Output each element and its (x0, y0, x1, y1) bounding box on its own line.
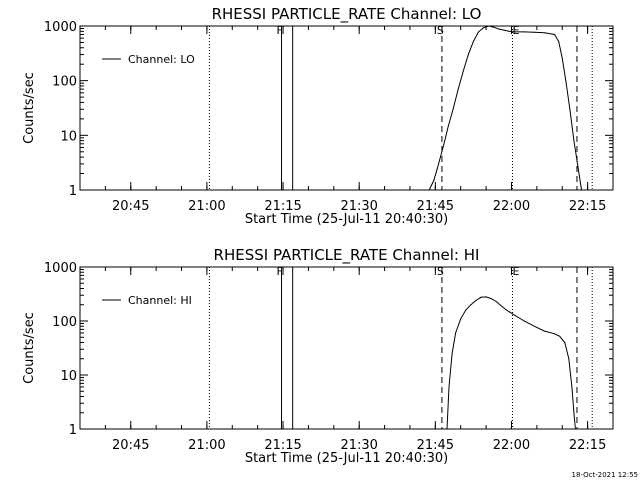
x-tick-label: 21:00 (188, 199, 225, 214)
marker-label: F (277, 24, 283, 37)
data-point (523, 31, 525, 33)
data-point (470, 304, 472, 306)
marker-label: S (437, 265, 444, 278)
chart-title: RHESSI PARTICLE_RATE Channel: HI (214, 246, 480, 265)
data-point (475, 299, 477, 301)
data-point (503, 29, 505, 31)
x-tick-label: 21:15 (264, 438, 301, 453)
data-point (439, 156, 441, 158)
data-point (573, 140, 575, 142)
data-point (533, 325, 535, 327)
data-point (543, 32, 545, 34)
x-axis-label: Start Time (25-Jul-11 20:40:30) (245, 451, 448, 466)
panel-hi: RHESSI PARTICLE_RATE Channel: HI Counts/s… (22, 246, 614, 466)
x-tick-label: 22:00 (493, 199, 530, 214)
data-point (457, 88, 459, 90)
data-point (559, 335, 561, 337)
data-point (543, 330, 545, 332)
x-tick-label: 21:00 (188, 438, 225, 453)
data-point (495, 300, 497, 302)
data-point (513, 314, 515, 316)
data-point (483, 27, 485, 29)
marker-label: E (512, 265, 519, 278)
data-point (578, 173, 580, 175)
x-tick-label: 21:45 (417, 438, 454, 453)
data-point (493, 26, 495, 28)
data-point (561, 57, 563, 59)
data-point (498, 28, 500, 30)
data-point (436, 167, 438, 169)
y-tick-label: 1000 (44, 20, 77, 35)
data-point (568, 358, 570, 360)
data-point (452, 108, 454, 110)
data-point (451, 353, 453, 355)
data-point (505, 309, 507, 311)
data-point (467, 54, 469, 56)
x-tick-label: 20:45 (112, 199, 149, 214)
data-point (485, 296, 487, 298)
plot-frame (79, 25, 614, 191)
x-tick-label: 22:15 (569, 199, 606, 214)
data-point (448, 386, 450, 388)
data-point (508, 30, 510, 32)
y-axis-label: Counts/sec (22, 312, 37, 384)
data-point (447, 126, 449, 128)
data-point (465, 309, 467, 311)
data-point (433, 179, 435, 181)
x-axis-label: Start Time (25-Jul-11 20:40:30) (245, 212, 448, 227)
panel-lo: RHESSI PARTICLE_RATE Channel: LO Counts/s… (22, 5, 614, 227)
chart-title: RHESSI PARTICLE_RATE Channel: LO (212, 5, 482, 24)
marker-label: F (277, 265, 283, 278)
legend-label: Channel: LO (128, 53, 195, 66)
x-tick-label: 21:30 (340, 199, 377, 214)
x-tick-label: 21:45 (417, 199, 454, 214)
data-point (513, 31, 515, 33)
x-tick-label: 21:30 (340, 438, 377, 453)
data-point (460, 318, 462, 320)
data-point (569, 108, 571, 110)
data-point (446, 428, 448, 430)
data-point (554, 33, 556, 35)
data-point (477, 31, 479, 33)
footer-timestamp: 18-Oct-2021 12:55 (571, 471, 638, 479)
marker-label: E (512, 24, 519, 37)
data-point (571, 386, 573, 388)
y-tick-label: 100 (52, 315, 77, 330)
data-point (472, 41, 474, 43)
x-tick-label: 22:15 (569, 438, 606, 453)
y-tick-label: 10 (60, 129, 77, 144)
data-point (480, 296, 482, 298)
data-point (488, 25, 490, 27)
data-point (443, 143, 445, 145)
y-tick-label: 100 (52, 75, 77, 90)
data-point (462, 70, 464, 72)
data-point (581, 189, 583, 191)
legend-label: Channel: HI (128, 294, 192, 307)
x-tick-label: 20:45 (112, 438, 149, 453)
data-point (428, 189, 430, 191)
data-point (490, 298, 492, 300)
y-tick-label: 10 (60, 369, 77, 384)
data-point (573, 412, 575, 414)
x-tick-label: 22:00 (493, 438, 530, 453)
data-point (554, 333, 556, 335)
plot-frame (79, 266, 614, 430)
data-point (533, 31, 535, 33)
y-tick-label: 1000 (44, 261, 77, 276)
data-point (455, 332, 457, 334)
y-tick-label: 1 (69, 184, 77, 199)
data-point (523, 320, 525, 322)
marker-label: S (437, 24, 444, 37)
x-tick-label: 21:15 (264, 199, 301, 214)
data-point (574, 428, 576, 430)
data-point (565, 80, 567, 82)
data-point (558, 41, 560, 43)
y-axis-label: Counts/sec (22, 72, 37, 144)
data-point (500, 305, 502, 307)
series-line (428, 25, 582, 191)
data-point (564, 341, 566, 343)
y-tick-label: 1 (69, 423, 77, 438)
series-line (446, 296, 576, 430)
